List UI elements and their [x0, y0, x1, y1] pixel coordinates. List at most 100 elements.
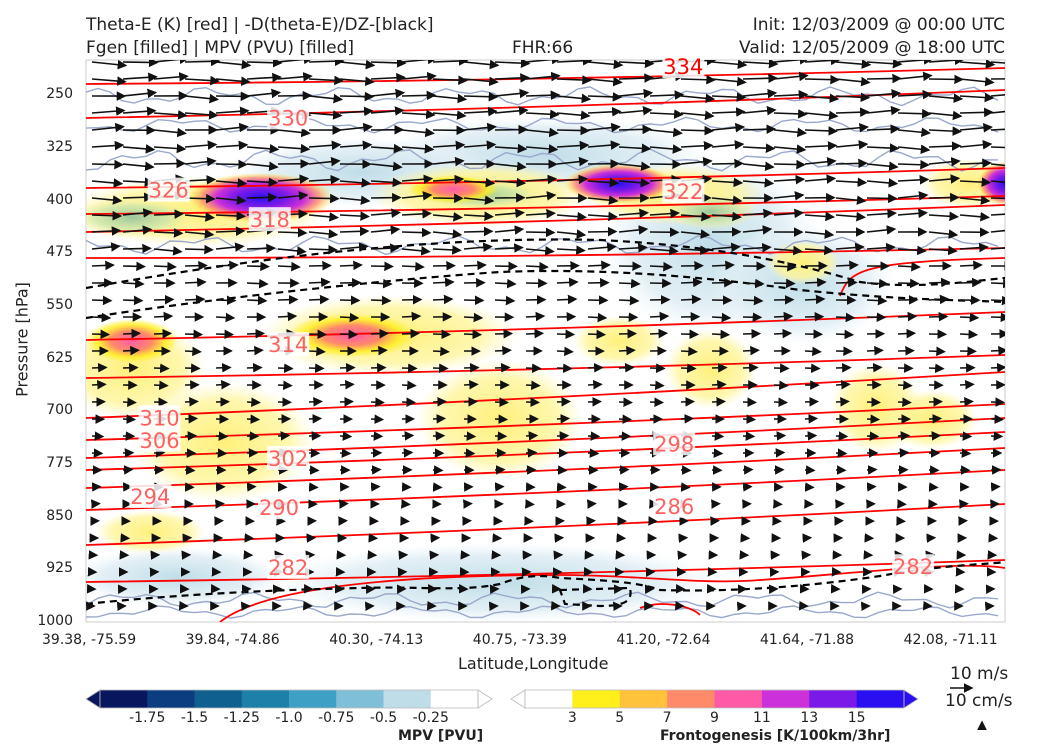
mpv-outline [86, 116, 999, 134]
wind-vector [990, 146, 1005, 149]
wind-vector [711, 211, 742, 222]
colorbar-segment [572, 690, 621, 708]
wind-vector [308, 244, 338, 255]
wind-vector [215, 242, 245, 252]
wind-vector [463, 91, 499, 102]
wind-vector [897, 89, 933, 100]
y-tick-label: 550 [46, 296, 73, 313]
wind-vector [432, 245, 462, 255]
wind-vector [556, 156, 589, 167]
wind-vector [990, 180, 1005, 184]
wind-vector [928, 363, 945, 374]
wind-vector [649, 127, 683, 138]
wind-vector [866, 242, 896, 253]
wind-vector [463, 226, 494, 237]
contour-label-bg [257, 495, 300, 520]
wind-vector [990, 163, 1005, 167]
wind-vector [711, 107, 746, 117]
wind-vector [711, 329, 731, 340]
wind-vector [680, 125, 715, 136]
wind-vector [122, 106, 157, 117]
wind-vector [928, 294, 950, 305]
x-tick-label: 39.84, -74.86 [185, 632, 280, 648]
wind-vector [432, 329, 452, 340]
wind-vector [91, 178, 124, 188]
wind-vector [587, 448, 600, 458]
wind-vector [866, 295, 888, 306]
wind-vector [401, 60, 438, 65]
wind-vector [835, 195, 867, 205]
wind-vector [432, 414, 447, 424]
wind-vector [122, 88, 158, 99]
wind-vector [587, 362, 604, 373]
contour-label-bg [662, 179, 705, 204]
wind-vector [339, 178, 372, 188]
wind-vector [773, 380, 789, 391]
wind-vector [339, 329, 359, 340]
wind-vector [835, 92, 871, 103]
wind-vector [277, 127, 311, 138]
wind-vector [91, 195, 123, 205]
wind-vector [122, 72, 158, 83]
wind-vector [308, 329, 328, 340]
mpv-outline [86, 86, 999, 107]
wind-vector [990, 93, 1005, 97]
wind-vector [928, 229, 959, 239]
wind-vector [184, 294, 206, 305]
title-line-2: Fgen [filled] | MPV (PVU) [filled] [86, 38, 355, 58]
wind-vector [556, 174, 589, 185]
wind-vector [556, 229, 587, 239]
wind-vector [308, 346, 326, 357]
wind-vector [494, 88, 530, 99]
wind-vector [153, 143, 187, 154]
wind-vector [928, 414, 943, 424]
wind-vector [215, 140, 249, 151]
wind-vector [215, 295, 237, 306]
wind-vector [91, 362, 108, 373]
wind-vector [277, 311, 298, 322]
wind-vector [339, 295, 361, 306]
wind-vector [401, 143, 435, 154]
wind-vector [897, 208, 928, 219]
y-tick-label: 775 [46, 454, 73, 471]
wind-vector [804, 126, 839, 136]
wind-vector [122, 465, 134, 475]
wind-vector [680, 277, 703, 288]
wind-vector [463, 140, 497, 150]
wind-vector [959, 211, 990, 222]
wind-vector [463, 431, 477, 441]
wind-vector [897, 245, 927, 256]
wind-vector [184, 212, 215, 222]
mpv-outline [86, 591, 999, 609]
wind-vector [897, 328, 917, 339]
wind-vector [773, 328, 793, 339]
wind-vector [773, 109, 808, 119]
wind-vector [494, 278, 517, 289]
wind-vector [494, 161, 527, 172]
wind-vector [246, 143, 280, 154]
wind-vector [587, 312, 608, 323]
colorbar-segment [383, 690, 432, 708]
colorbar-segment [241, 690, 290, 708]
wind-vector [401, 328, 421, 339]
wind-vector [246, 243, 276, 254]
wind-vector [463, 242, 493, 253]
wind-vector [990, 213, 1005, 216]
wind-vector [928, 141, 962, 151]
wind-vector [91, 242, 121, 252]
wind-vector [91, 226, 122, 236]
wind-vector [308, 229, 339, 239]
wind-vector [835, 329, 855, 340]
wind-vector [866, 345, 884, 356]
wind-vector [401, 191, 433, 201]
wind-vector [91, 379, 107, 390]
wind-vector [804, 110, 839, 121]
wind-vector [494, 397, 509, 407]
stability-contour [86, 560, 1005, 606]
wind-vector [928, 93, 964, 103]
contour-label-bg [267, 332, 310, 357]
wind-vector [122, 225, 153, 235]
wind-vector [618, 73, 654, 83]
wind-vector [587, 242, 617, 253]
wind-vector [680, 93, 716, 104]
